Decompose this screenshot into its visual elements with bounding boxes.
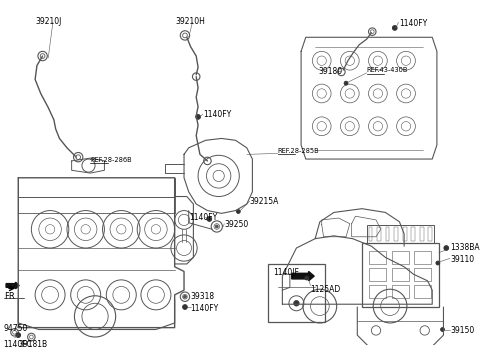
Text: REF.43-430B: REF.43-430B: [367, 67, 408, 73]
Circle shape: [207, 216, 212, 222]
Text: 1140FY: 1140FY: [203, 110, 231, 119]
Circle shape: [305, 276, 309, 280]
Bar: [414, 285, 432, 298]
Circle shape: [393, 25, 397, 30]
Text: 1140FC: 1140FC: [3, 340, 32, 349]
Text: 39210J: 39210J: [35, 17, 61, 26]
Text: 39318: 39318: [191, 292, 215, 301]
Bar: [392, 268, 409, 281]
Text: 39180: 39180: [318, 67, 342, 76]
Text: REF.28-285B: REF.28-285B: [278, 148, 319, 154]
Circle shape: [16, 333, 21, 337]
Text: REF.28-286B: REF.28-286B: [90, 157, 132, 163]
FancyArrow shape: [6, 282, 19, 289]
Text: 39150: 39150: [450, 326, 474, 335]
Text: FR: FR: [4, 292, 15, 301]
Bar: [392, 251, 409, 264]
Bar: [370, 285, 386, 298]
Bar: [392, 285, 409, 298]
Bar: [370, 251, 386, 264]
Circle shape: [216, 225, 218, 228]
Bar: [429, 227, 432, 241]
FancyArrow shape: [292, 271, 314, 281]
Circle shape: [183, 295, 186, 298]
Text: 39215A: 39215A: [250, 196, 279, 205]
Text: 1125AD: 1125AD: [311, 285, 341, 294]
Text: 39250: 39250: [224, 220, 249, 229]
Text: 39110: 39110: [450, 255, 474, 264]
Bar: [268, 264, 324, 322]
Text: 1338BA: 1338BA: [450, 243, 480, 252]
Text: 39210H: 39210H: [176, 17, 205, 26]
Bar: [370, 268, 386, 281]
Circle shape: [441, 328, 444, 331]
Bar: [394, 227, 398, 241]
Bar: [367, 225, 434, 243]
Circle shape: [294, 301, 299, 306]
Bar: [414, 251, 432, 264]
Circle shape: [196, 115, 201, 119]
Bar: [362, 243, 439, 307]
Text: 1140FY: 1140FY: [399, 19, 428, 28]
Text: 1140FY: 1140FY: [189, 213, 217, 222]
Bar: [420, 227, 424, 241]
Circle shape: [182, 305, 187, 309]
Circle shape: [344, 81, 348, 85]
Circle shape: [436, 261, 440, 265]
Bar: [403, 227, 407, 241]
Bar: [369, 227, 372, 241]
Text: 94750: 94750: [3, 324, 28, 333]
Text: 1140FY: 1140FY: [191, 304, 219, 313]
Circle shape: [237, 210, 240, 213]
Bar: [377, 227, 381, 241]
Bar: [385, 227, 389, 241]
Bar: [411, 227, 415, 241]
Text: 39181B: 39181B: [18, 340, 48, 349]
Bar: [414, 268, 432, 281]
Text: 1140JF: 1140JF: [273, 268, 299, 277]
Circle shape: [444, 246, 449, 250]
